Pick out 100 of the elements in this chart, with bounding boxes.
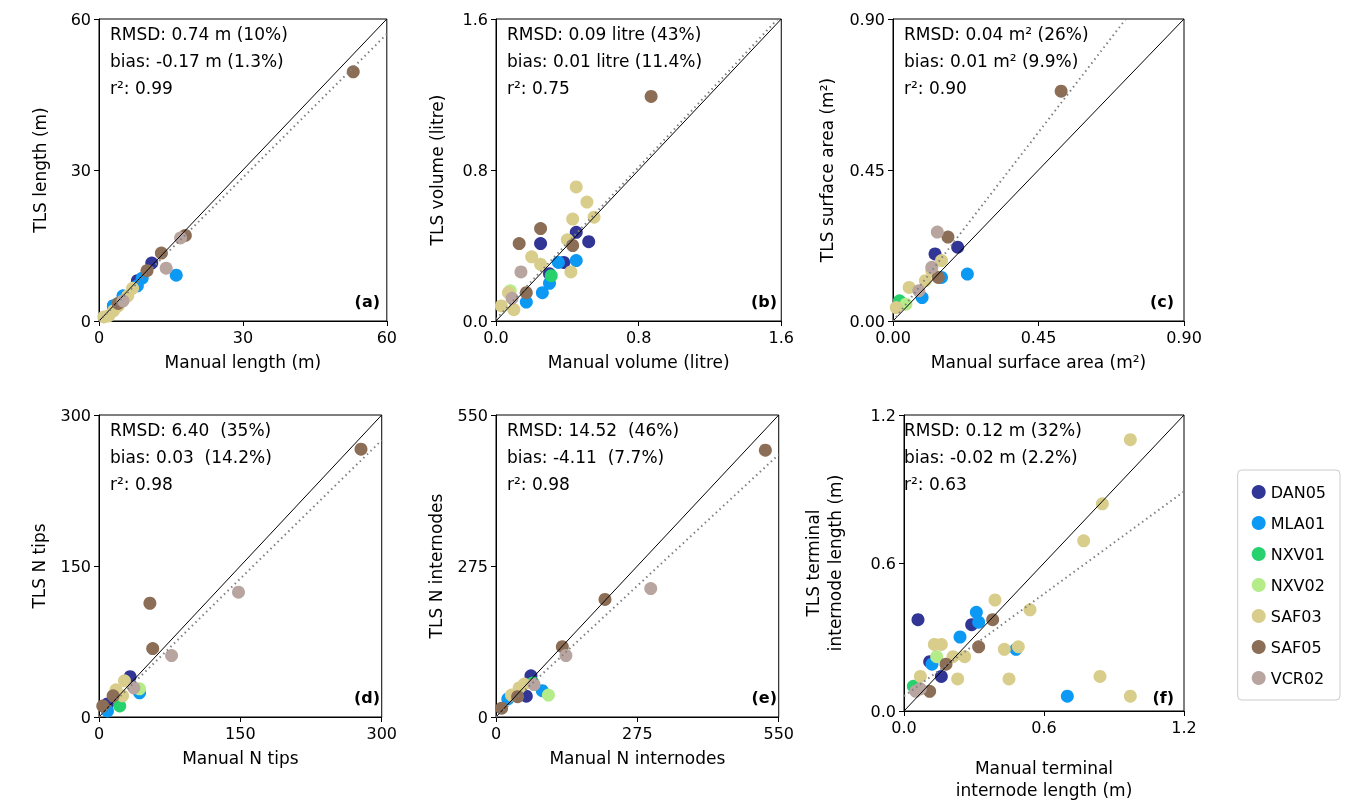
- annotation: bias: 0.01 litre (11.4%): [507, 50, 703, 71]
- point: [930, 225, 944, 239]
- point: [525, 250, 539, 264]
- x-tick-label: 1.6: [768, 327, 794, 347]
- annotation: (d): [353, 687, 380, 707]
- y-tick-label: 0.8: [462, 160, 488, 180]
- point: [1123, 433, 1137, 447]
- y-axis-title: TLS terminal internode length (m): [803, 474, 845, 652]
- legend-label: NXV01: [1270, 544, 1325, 564]
- legend-label: SAF05: [1270, 637, 1322, 657]
- x-tick-label: 0: [93, 327, 105, 347]
- x-axis-title: Manual volume (litre): [547, 352, 730, 372]
- point: [165, 649, 179, 663]
- point: [960, 267, 974, 281]
- y-axis-title: TLS N tips: [28, 523, 49, 610]
- point: [951, 672, 965, 686]
- x-tick-label: 0: [490, 723, 502, 743]
- point: [143, 596, 157, 610]
- annotation: bias: -4.11 (7.7%): [507, 446, 665, 467]
- point: [889, 301, 903, 315]
- annotation: RMSD: 14.52 (46%): [507, 419, 680, 440]
- x-tick-label: 60: [376, 327, 397, 347]
- annotation: r²: 0.63: [904, 473, 967, 494]
- annotation: RMSD: 0.09 litre (43%): [507, 23, 702, 44]
- y-tick-label: 150: [60, 556, 91, 576]
- annotation: r²: 0.99: [110, 77, 173, 98]
- y-tick-label: 0.00: [849, 311, 885, 331]
- annotation: bias: -0.17 m (1.3%): [110, 50, 284, 71]
- x-tick-label: 550: [763, 723, 794, 743]
- point: [1093, 669, 1107, 683]
- point: [512, 237, 526, 251]
- point: [972, 615, 986, 629]
- x-tick-label: 0.90: [1166, 327, 1202, 347]
- point: [551, 255, 565, 269]
- legend-label: NXV02: [1270, 575, 1325, 595]
- point: [644, 582, 658, 596]
- point: [941, 230, 955, 244]
- annotation: RMSD: 0.12 m (32%): [904, 419, 1082, 440]
- y-tick-label: 1.2: [870, 405, 896, 425]
- x-axis-title: Manual N internodes: [549, 748, 726, 768]
- annotation: bias: 0.01 m² (9.9%): [904, 50, 1079, 71]
- point: [953, 630, 967, 644]
- point: [146, 642, 160, 656]
- x-tick-label: 0: [93, 723, 105, 743]
- point: [559, 649, 573, 662]
- point: [913, 669, 927, 683]
- point: [346, 65, 360, 79]
- point: [1054, 84, 1068, 98]
- point: [541, 688, 555, 702]
- x-tick-label: 275: [622, 723, 653, 743]
- x-tick-label: 0.45: [1020, 327, 1057, 347]
- x-tick-label: 0.6: [1031, 717, 1057, 737]
- annotation: bias: -0.02 m (2.2%): [904, 446, 1078, 467]
- point: [935, 254, 948, 268]
- point: [1077, 534, 1091, 548]
- point: [535, 286, 549, 300]
- y-axis-title: TLS N internodes: [425, 493, 446, 640]
- point: [1002, 672, 1016, 686]
- point: [494, 299, 508, 313]
- annotation: (a): [354, 291, 380, 311]
- point: [354, 442, 368, 456]
- point: [96, 699, 110, 713]
- point: [972, 640, 986, 654]
- point: [159, 261, 173, 275]
- annotation: r²: 0.98: [110, 473, 173, 494]
- point: [534, 257, 548, 271]
- annotation: RMSD: 6.40 (35%): [110, 419, 272, 440]
- y-tick-label: 0.45: [849, 160, 885, 180]
- y-tick-label: 0: [80, 311, 91, 331]
- point: [569, 180, 583, 194]
- legend-label: DAN05: [1270, 482, 1326, 502]
- point: [1060, 689, 1074, 703]
- y-tick-label: 1.6: [462, 9, 488, 29]
- point: [564, 265, 578, 279]
- y-axis-title: TLS volume (litre): [427, 94, 447, 247]
- y-tick-label: 275: [457, 556, 488, 576]
- y-axis-title: TLS surface area (m²): [817, 77, 838, 264]
- point: [644, 89, 658, 103]
- point: [930, 650, 944, 664]
- annotation: RMSD: 0.74 m (10%): [110, 23, 288, 44]
- y-tick-label: 30: [70, 160, 91, 180]
- point: [169, 268, 183, 282]
- annotation: r²: 0.75: [507, 77, 570, 98]
- annotation: (e): [751, 687, 777, 707]
- point: [1023, 603, 1037, 617]
- point: [958, 650, 972, 664]
- y-tick-label: 0.6: [870, 553, 896, 573]
- annotation: r²: 0.98: [507, 473, 570, 494]
- x-tick-label: 30: [232, 327, 254, 347]
- point: [988, 593, 1002, 607]
- point: [758, 443, 772, 457]
- point: [925, 260, 939, 274]
- point: [117, 674, 131, 688]
- legend-label: SAF03: [1270, 606, 1322, 626]
- x-tick-label: 1.2: [1171, 717, 1197, 737]
- point: [534, 237, 548, 251]
- point: [582, 235, 596, 249]
- x-axis-title: Manual terminal internode length (m): [955, 758, 1133, 800]
- x-axis-title: Manual length (m): [164, 352, 322, 372]
- y-tick-label: 550: [457, 405, 488, 425]
